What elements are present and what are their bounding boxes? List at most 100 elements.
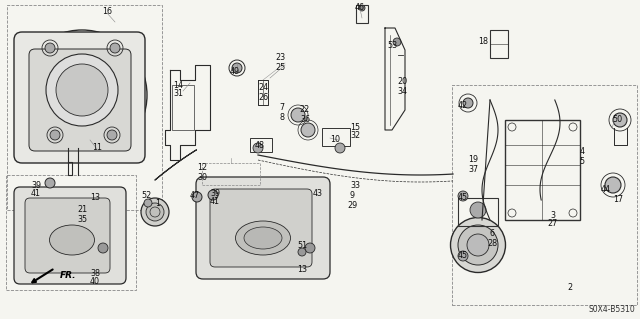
Text: 26: 26 (258, 93, 268, 101)
Text: 9: 9 (349, 191, 355, 201)
Text: S0X4-B5310: S0X4-B5310 (588, 306, 635, 315)
Circle shape (301, 123, 315, 137)
Circle shape (605, 177, 621, 193)
Text: 12: 12 (197, 164, 207, 173)
Bar (505, 120, 580, 220)
Text: 32: 32 (350, 131, 360, 140)
Text: 2: 2 (568, 284, 573, 293)
Text: 1: 1 (156, 199, 161, 209)
Circle shape (291, 108, 305, 122)
Bar (322, 128, 350, 146)
Bar (6, 175, 136, 290)
Text: 15: 15 (350, 122, 360, 131)
Bar (356, 5, 368, 23)
Circle shape (359, 5, 365, 11)
Text: 42: 42 (458, 100, 468, 109)
Text: FR.: FR. (60, 271, 77, 279)
Bar (452, 85, 637, 305)
Circle shape (613, 113, 627, 127)
Text: 18: 18 (478, 38, 488, 47)
Circle shape (458, 251, 468, 261)
Ellipse shape (458, 225, 498, 265)
Text: 27: 27 (548, 219, 558, 228)
Circle shape (305, 243, 315, 253)
Circle shape (144, 199, 152, 207)
Text: 16: 16 (102, 8, 112, 17)
Text: 36: 36 (300, 115, 310, 123)
Text: 37: 37 (468, 165, 478, 174)
Circle shape (146, 203, 164, 221)
Ellipse shape (49, 225, 95, 255)
Circle shape (141, 198, 169, 226)
Text: 47: 47 (190, 190, 200, 199)
Text: 24: 24 (258, 84, 268, 93)
Text: 34: 34 (397, 86, 407, 95)
Bar (458, 198, 498, 226)
Text: 31: 31 (173, 88, 183, 98)
Circle shape (253, 143, 263, 153)
Circle shape (208, 190, 218, 200)
Text: 43: 43 (313, 189, 323, 197)
FancyBboxPatch shape (14, 187, 126, 284)
Circle shape (98, 243, 108, 253)
Ellipse shape (56, 64, 108, 116)
Text: 39: 39 (31, 181, 41, 189)
Circle shape (192, 192, 202, 202)
Text: 6: 6 (490, 229, 495, 239)
FancyBboxPatch shape (210, 189, 312, 267)
Text: 17: 17 (613, 196, 623, 204)
Text: 35: 35 (77, 216, 87, 225)
Ellipse shape (46, 54, 118, 126)
Bar (250, 138, 272, 152)
Text: 50: 50 (612, 115, 622, 124)
Text: 8: 8 (280, 113, 285, 122)
Text: 30: 30 (197, 173, 207, 182)
Circle shape (107, 130, 117, 140)
Circle shape (298, 248, 306, 256)
Text: 46: 46 (355, 4, 365, 12)
FancyBboxPatch shape (25, 198, 110, 273)
Text: 40: 40 (90, 278, 100, 286)
Text: 39: 39 (210, 189, 220, 197)
Text: 45: 45 (458, 194, 468, 203)
Bar (490, 30, 508, 58)
FancyBboxPatch shape (196, 177, 330, 279)
FancyBboxPatch shape (14, 32, 145, 163)
Text: 41: 41 (210, 197, 220, 206)
Text: 11: 11 (92, 144, 102, 152)
Text: 48: 48 (255, 140, 265, 150)
Ellipse shape (236, 221, 291, 255)
Text: 53: 53 (387, 41, 397, 49)
Text: 41: 41 (31, 189, 41, 198)
Text: 25: 25 (275, 63, 285, 71)
Text: 28: 28 (487, 239, 497, 248)
Circle shape (463, 98, 473, 108)
Circle shape (45, 43, 55, 53)
Circle shape (470, 202, 486, 218)
Ellipse shape (244, 227, 282, 249)
Ellipse shape (467, 234, 489, 256)
Circle shape (393, 38, 401, 46)
Bar (7, 5, 162, 210)
Text: 13: 13 (297, 265, 307, 275)
Text: 7: 7 (280, 103, 285, 113)
Text: 49: 49 (230, 68, 240, 77)
Text: 22: 22 (300, 106, 310, 115)
Text: 21: 21 (77, 205, 87, 214)
Text: 14: 14 (173, 80, 183, 90)
Text: 20: 20 (397, 78, 407, 86)
Circle shape (110, 43, 120, 53)
FancyBboxPatch shape (29, 49, 131, 151)
Circle shape (232, 63, 242, 73)
Text: 38: 38 (90, 269, 100, 278)
Circle shape (335, 143, 345, 153)
Text: 52: 52 (142, 191, 152, 201)
Text: 3: 3 (550, 211, 556, 219)
Text: 4: 4 (579, 147, 584, 157)
Text: 10: 10 (330, 136, 340, 145)
Text: 29: 29 (347, 201, 357, 210)
Text: 33: 33 (350, 181, 360, 189)
Circle shape (50, 130, 60, 140)
Circle shape (45, 178, 55, 188)
Text: 51: 51 (297, 241, 307, 249)
